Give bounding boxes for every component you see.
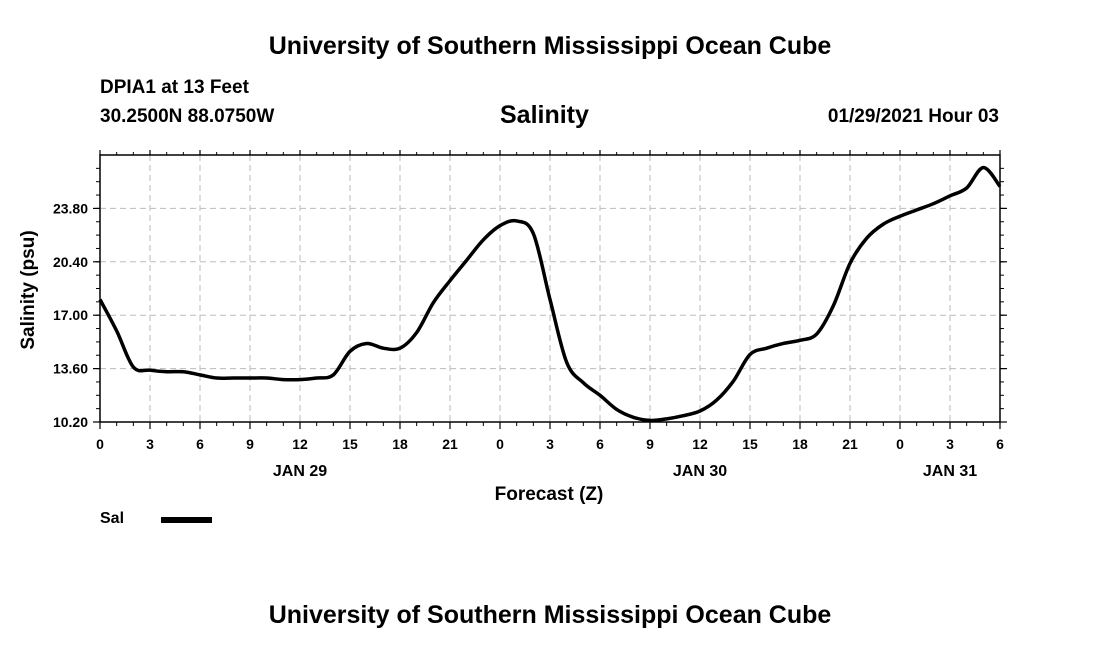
x-tick-label: 18 — [392, 436, 408, 452]
x-tick-label: 9 — [246, 436, 254, 452]
day-label: JAN 30 — [673, 463, 727, 480]
x-tick-label: 6 — [996, 436, 1004, 452]
x-tick-label: 3 — [946, 436, 954, 452]
day-label: JAN 31 — [923, 463, 977, 480]
x-tick-label: 12 — [692, 436, 708, 452]
x-tick-label: 18 — [792, 436, 808, 452]
x-tick-label: 21 — [842, 436, 858, 452]
coordinates-label: 30.2500N 88.0750W — [100, 106, 275, 127]
axis-ticks — [93, 150, 1007, 429]
x-axis-label: Forecast (Z) — [495, 484, 604, 505]
x-tick-label: 12 — [292, 436, 308, 452]
legend-label: Sal — [100, 510, 125, 527]
chart-title: Salinity — [500, 101, 589, 129]
grid-lines — [100, 155, 1000, 422]
day-label: JAN 29 — [273, 463, 327, 480]
x-tick-label: 6 — [596, 436, 604, 452]
x-tick-label: 0 — [896, 436, 904, 452]
legend-swatch — [161, 517, 212, 523]
axis-labels: 0 3 6 9 12 15 18 21 0 3 6 9 12 15 18 21 0 3 6 10.20 13.60 17.… — [53, 200, 1004, 480]
x-tick-label: 3 — [146, 436, 154, 452]
x-tick-label: 0 — [496, 436, 504, 452]
series-layer — [98, 165, 1002, 423]
y-tick-label: 17.00 — [53, 307, 88, 323]
x-tick-label: 0 — [96, 436, 104, 452]
x-tick-label: 21 — [442, 436, 458, 452]
footer-title: University of Southern Mississippi Ocean… — [268, 601, 832, 629]
salinity-series-line — [98, 165, 1002, 423]
y-tick-label: 20.40 — [53, 254, 88, 270]
datetime-label: 01/29/2021 Hour 03 — [827, 106, 999, 127]
page-title: University of Southern Mississippi Ocean… — [268, 32, 832, 60]
y-tick-label: 13.60 — [53, 361, 88, 377]
y-axis-label: Salinity (psu) — [18, 230, 39, 349]
x-tick-label: 15 — [742, 436, 758, 452]
x-tick-label: 3 — [546, 436, 554, 452]
station-label: DPIA1 at 13 Feet — [100, 77, 249, 98]
x-tick-label: 9 — [646, 436, 654, 452]
x-tick-label: 15 — [342, 436, 358, 452]
x-tick-label: 6 — [196, 436, 204, 452]
y-tick-label: 10.20 — [53, 414, 88, 430]
y-tick-label: 23.80 — [53, 200, 88, 216]
